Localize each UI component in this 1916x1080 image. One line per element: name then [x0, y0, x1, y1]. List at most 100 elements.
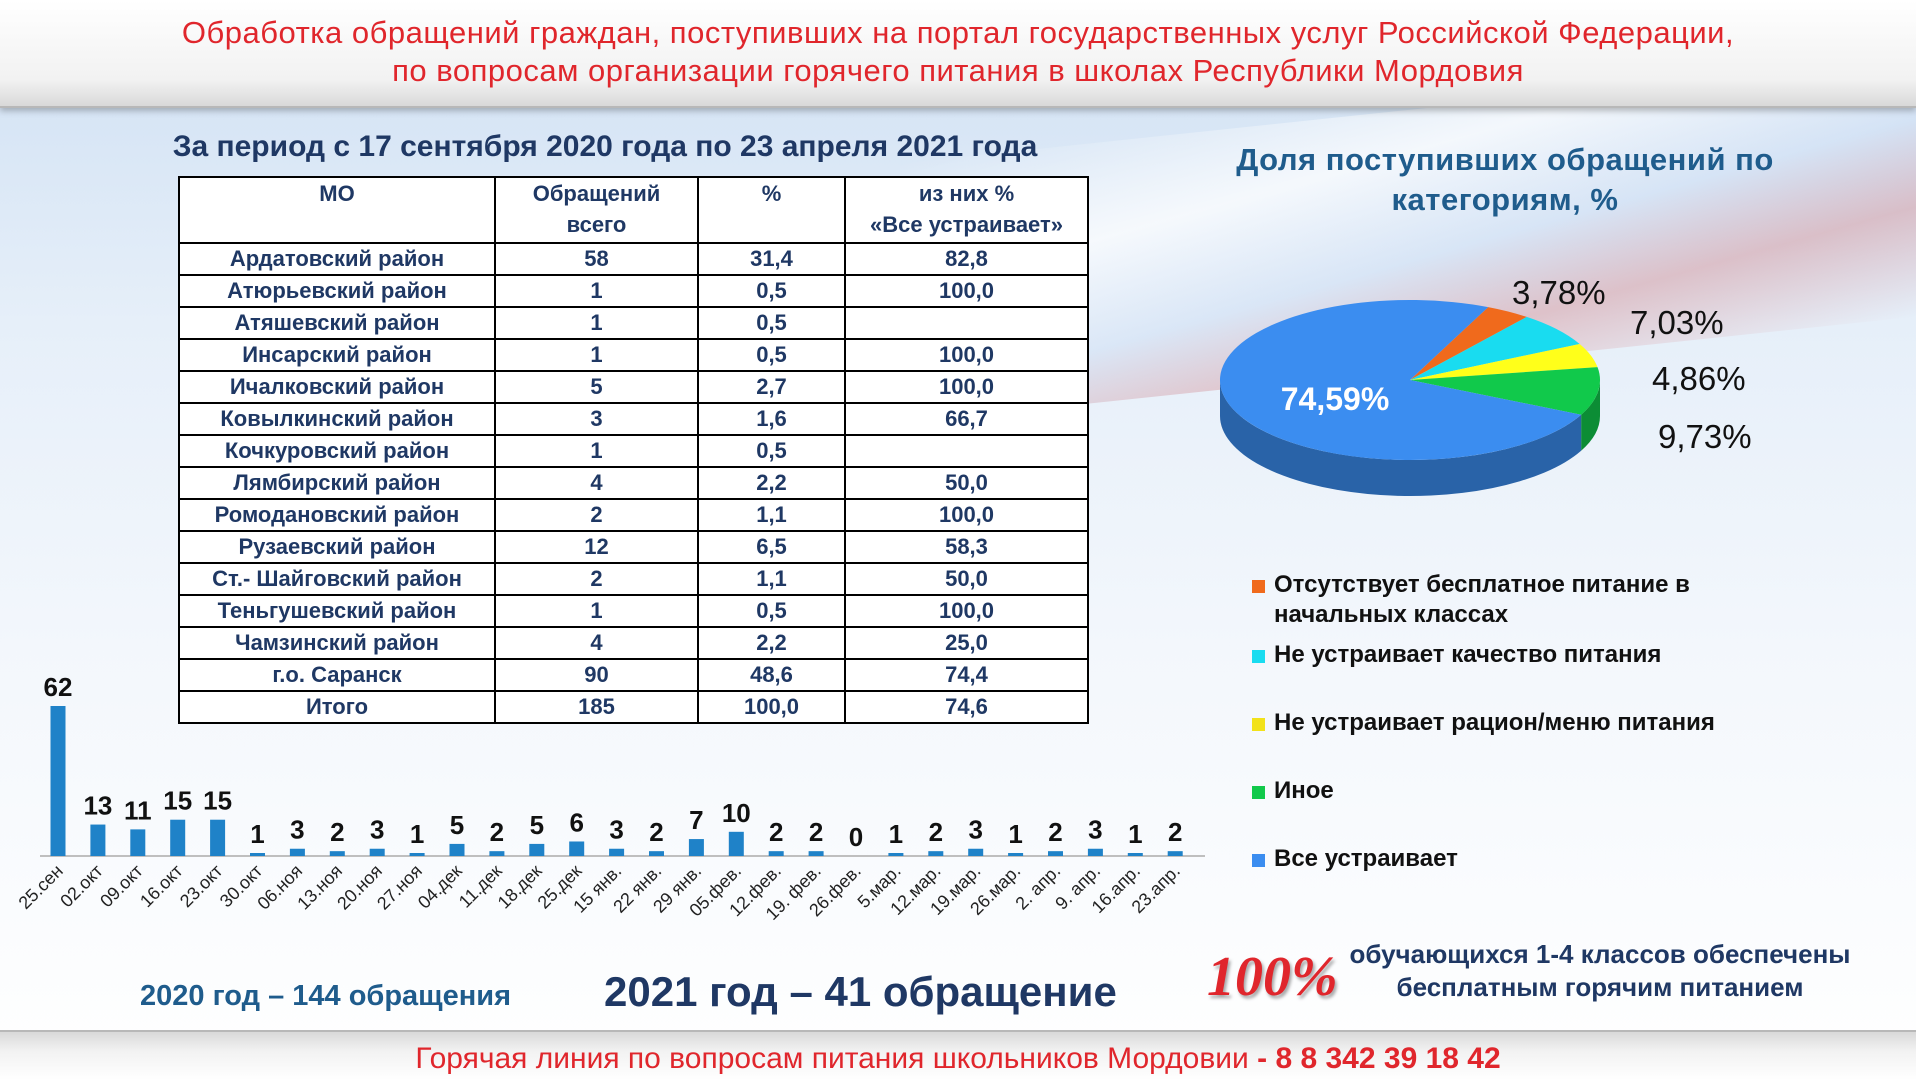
- bar-category-label: 18.дек: [494, 861, 546, 913]
- footer-banner: [0, 1030, 1916, 1080]
- cell-mo: Рузаевский район: [178, 530, 496, 564]
- cell-percent: 100,0: [697, 690, 846, 724]
- bar: [529, 843, 545, 856]
- cell-total: 58: [494, 242, 699, 276]
- bar-data-label: 62: [44, 672, 73, 702]
- bar-data-label: 2: [330, 817, 344, 847]
- bar-category-label: 04.дек: [414, 861, 466, 913]
- legend-marker-yellow: [1252, 718, 1265, 731]
- cell-total: 1: [494, 594, 699, 628]
- table-row: Кочкуровский район 1 0,5: [178, 434, 1089, 468]
- table-row: Атяшевский район 1 0,5: [178, 306, 1089, 340]
- pie-data-label: 9,73%: [1658, 418, 1752, 455]
- bar: [1087, 848, 1103, 856]
- pie-slice: [1220, 300, 1582, 460]
- pie-slice: [1410, 316, 1580, 380]
- period-heading: За период с 17 сентября 2020 года по 23 …: [172, 130, 1038, 163]
- cell-mo: Теньгушевский район: [178, 594, 496, 628]
- bar-category-label: 02.окт: [56, 861, 106, 911]
- cell-ok: [844, 306, 1089, 340]
- cell-mo: Ковылкинский район: [178, 402, 496, 436]
- bar-data-label: 1: [889, 819, 903, 849]
- bar: [609, 848, 625, 856]
- bar: [768, 851, 784, 856]
- cell-percent: 0,5: [697, 338, 846, 372]
- legend-label: Отсутствует бесплатное питание в начальн…: [1274, 571, 1690, 628]
- table-row: Теньгушевский район 1 0,5 100,0: [178, 594, 1089, 628]
- bar: [1127, 853, 1143, 856]
- bar: [649, 851, 664, 856]
- bar: [130, 829, 146, 856]
- bar-data-label: 15: [163, 786, 192, 816]
- table-row: Ардатовский район 58 31,4 82,8: [178, 242, 1089, 276]
- cell-percent: 6,5: [697, 530, 846, 564]
- title-line-2: по вопросам организации горячего питания…: [392, 53, 1524, 88]
- header-banner: Обработка обращений граждан, поступивших…: [0, 0, 1916, 108]
- header-ok-line1: из них %: [918, 181, 1015, 206]
- legend-label: Не устраивает качество питания: [1274, 641, 1662, 668]
- legend-marker-cyan: [1252, 650, 1265, 663]
- cell-ok: 74,4: [844, 658, 1089, 692]
- pie-chart-title: Доля поступивших обращений по категориям…: [1220, 140, 1790, 220]
- coverage-text: обучающихся 1-4 классов обеспечены беспл…: [1330, 938, 1870, 1004]
- bar-data-label: 1: [1128, 819, 1142, 849]
- cell-mo: Ичалковский район: [178, 370, 496, 404]
- pie-slice: [1410, 307, 1527, 380]
- cell-total: 1: [494, 338, 699, 372]
- hotline-text: Горячая линия по вопросам питания школьн…: [0, 1042, 1916, 1076]
- bar: [329, 851, 345, 856]
- pie-data-label: 3,78%: [1512, 274, 1606, 311]
- total-2020: 2020 год – 144 обращения: [140, 980, 512, 1012]
- pie-slice-side: [1581, 380, 1600, 451]
- cell-mo: Инсарский район: [178, 338, 496, 372]
- bar-data-label: 2: [1048, 817, 1062, 847]
- bar: [489, 851, 505, 856]
- legend-marker-orange: [1252, 580, 1265, 593]
- legend-marker-green: [1252, 786, 1265, 799]
- bar-data-label: 1: [1008, 819, 1022, 849]
- bar-data-label: 10: [722, 798, 751, 828]
- cell-percent: 1,6: [697, 402, 846, 436]
- cell-percent: 2,2: [697, 466, 846, 500]
- bar-data-label: 3: [370, 815, 384, 845]
- bar-category-label: 25.сен: [15, 861, 67, 913]
- cell-ok: [844, 434, 1089, 468]
- bar-data-label: 1: [410, 819, 424, 849]
- bar-data-label: 3: [290, 815, 304, 845]
- bar-data-label: 7: [689, 805, 703, 835]
- bar-data-label: 6: [569, 807, 583, 837]
- legend-label: Все устраивает: [1274, 845, 1458, 872]
- cell-mo: г.о. Саранск: [178, 658, 496, 692]
- cell-mo: Атюрьевский район: [178, 274, 496, 308]
- cell-ok: 66,7: [844, 402, 1089, 436]
- cell-ok: 100,0: [844, 274, 1089, 308]
- pie-slice-side: [1220, 380, 1582, 496]
- cell-total: 4: [494, 466, 699, 500]
- cell-mo: Ромодановский район: [178, 498, 496, 532]
- bar-data-label: 0: [849, 822, 863, 852]
- bar-data-label: 3: [1088, 815, 1102, 845]
- legend-label: Не устраивает рацион/меню питания: [1274, 709, 1715, 736]
- bar: [369, 848, 385, 856]
- cell-percent: 2,7: [697, 370, 846, 404]
- title-line-1: Обработка обращений граждан, поступивших…: [181, 15, 1735, 50]
- hotline-phone: - 8 8 342 39 18 42: [1248, 1042, 1501, 1075]
- cell-ok: 25,0: [844, 626, 1089, 660]
- bar: [289, 848, 305, 856]
- cell-total: 1: [494, 306, 699, 340]
- coverage-line-2: бесплатным горячим питанием: [1396, 972, 1804, 1002]
- bar-data-label: 3: [609, 815, 623, 845]
- table-row: Ромодановский район 2 1,1 100,0: [178, 498, 1089, 532]
- coverage-percent: 100%: [1207, 946, 1338, 1008]
- cell-percent: 0,5: [697, 594, 846, 628]
- bar: [449, 843, 465, 856]
- bar-data-label: 13: [83, 791, 112, 821]
- bar: [210, 819, 226, 856]
- bar-data-label: 1: [250, 819, 264, 849]
- page-title: Обработка обращений граждан, поступивших…: [60, 14, 1856, 90]
- districts-table: МО Обращений всего % из них % «Все устра…: [178, 176, 1089, 724]
- bar-data-label: 2: [1168, 817, 1182, 847]
- cell-mo: Ардатовский район: [178, 242, 496, 276]
- bar: [409, 853, 425, 856]
- bar: [170, 819, 186, 856]
